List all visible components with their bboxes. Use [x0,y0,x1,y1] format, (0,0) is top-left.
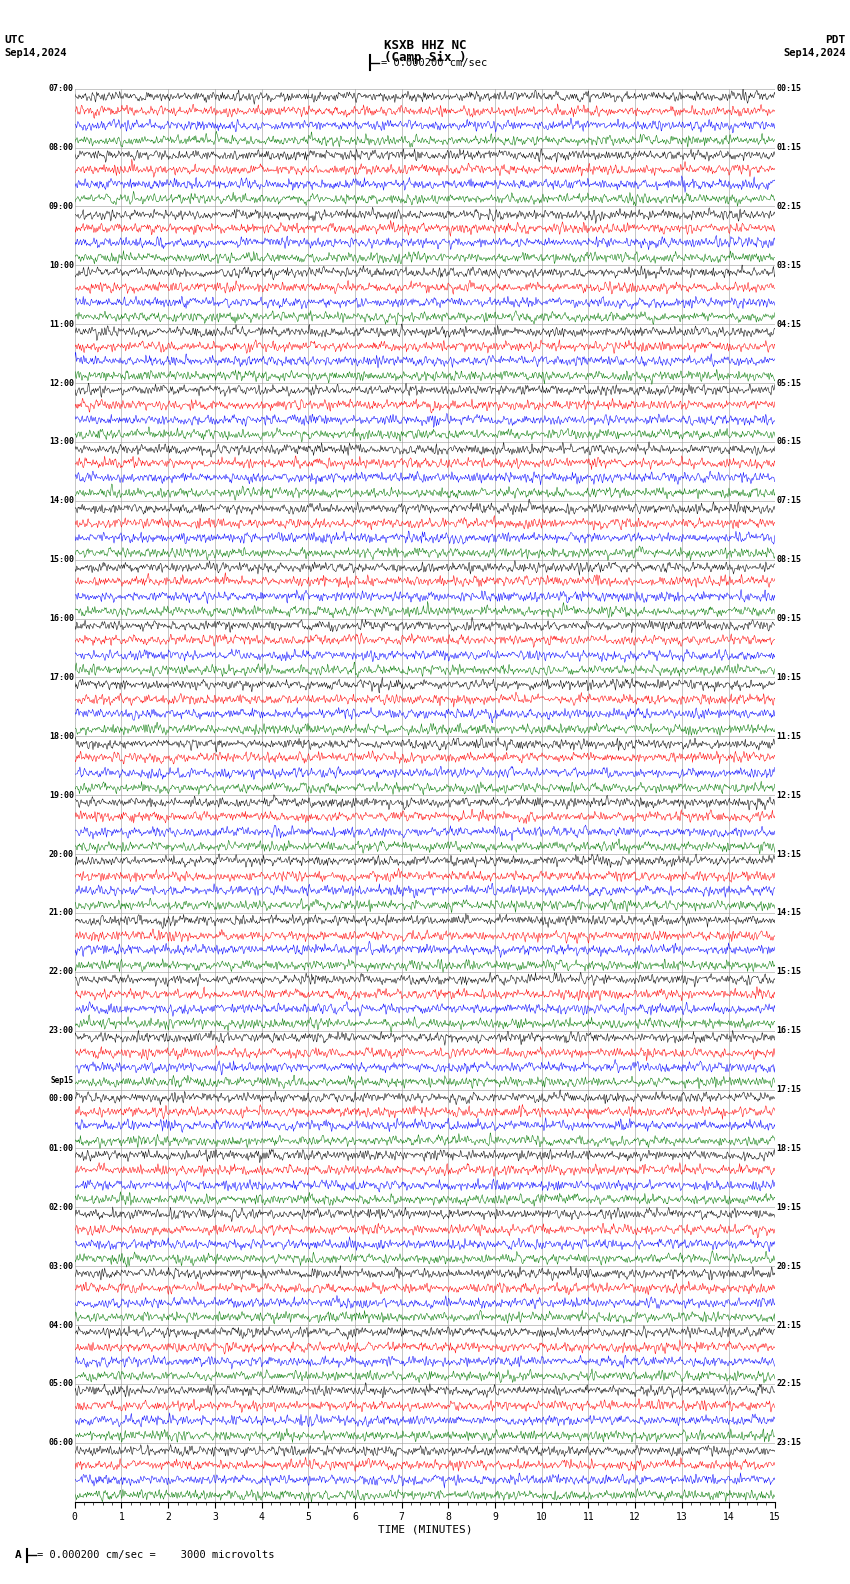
Text: 10:15: 10:15 [776,673,802,683]
Text: 07:15: 07:15 [776,496,802,505]
Text: 23:00: 23:00 [48,1026,74,1036]
Text: 06:00: 06:00 [48,1438,74,1448]
Text: 04:00: 04:00 [48,1321,74,1329]
Text: 09:15: 09:15 [776,615,802,623]
Text: 18:15: 18:15 [776,1144,802,1153]
Text: Sep14,2024: Sep14,2024 [783,48,846,57]
Text: (Camp Six ): (Camp Six ) [383,51,467,63]
Text: 14:00: 14:00 [48,496,74,505]
Text: 03:00: 03:00 [48,1261,74,1270]
Text: = 0.000200 cm/sec =    3000 microvolts: = 0.000200 cm/sec = 3000 microvolts [37,1551,275,1560]
Text: 19:00: 19:00 [48,790,74,800]
Text: 13:15: 13:15 [776,849,802,859]
Text: 20:15: 20:15 [776,1261,802,1270]
Text: Sep14,2024: Sep14,2024 [4,48,67,57]
Text: 16:00: 16:00 [48,615,74,623]
Text: 02:15: 02:15 [776,201,802,211]
Text: = 0.000200 cm/sec: = 0.000200 cm/sec [381,57,487,68]
Text: 09:00: 09:00 [48,201,74,211]
Text: 05:15: 05:15 [776,379,802,388]
Text: 22:00: 22:00 [48,968,74,976]
Text: 08:00: 08:00 [48,143,74,152]
Text: 22:15: 22:15 [776,1380,802,1389]
Text: KSXB HHZ NC: KSXB HHZ NC [383,38,467,52]
Text: 14:15: 14:15 [776,908,802,917]
Text: 00:00: 00:00 [48,1095,74,1102]
Text: 12:15: 12:15 [776,790,802,800]
Text: 04:15: 04:15 [776,320,802,329]
Text: 15:15: 15:15 [776,968,802,976]
Text: 12:00: 12:00 [48,379,74,388]
Text: 03:15: 03:15 [776,261,802,269]
Text: 21:00: 21:00 [48,908,74,917]
Text: 08:15: 08:15 [776,554,802,564]
Text: 18:00: 18:00 [48,732,74,741]
Text: 10:00: 10:00 [48,261,74,269]
Text: 15:00: 15:00 [48,554,74,564]
Text: UTC: UTC [4,35,25,44]
Text: A: A [15,1551,22,1560]
Text: 02:00: 02:00 [48,1202,74,1212]
Text: 05:00: 05:00 [48,1380,74,1389]
Text: 19:15: 19:15 [776,1202,802,1212]
Text: 01:00: 01:00 [48,1144,74,1153]
Text: 00:15: 00:15 [776,84,802,93]
Text: 06:15: 06:15 [776,437,802,447]
Text: PDT: PDT [825,35,846,44]
Text: 07:00: 07:00 [48,84,74,93]
Text: 17:15: 17:15 [776,1085,802,1095]
Text: 13:00: 13:00 [48,437,74,447]
Text: Sep15: Sep15 [51,1076,74,1085]
Text: 11:15: 11:15 [776,732,802,741]
Text: 11:00: 11:00 [48,320,74,329]
Text: 23:15: 23:15 [776,1438,802,1448]
Text: 16:15: 16:15 [776,1026,802,1036]
Text: 21:15: 21:15 [776,1321,802,1329]
Text: 17:00: 17:00 [48,673,74,683]
Text: 20:00: 20:00 [48,849,74,859]
Text: 01:15: 01:15 [776,143,802,152]
X-axis label: TIME (MINUTES): TIME (MINUTES) [377,1525,473,1535]
